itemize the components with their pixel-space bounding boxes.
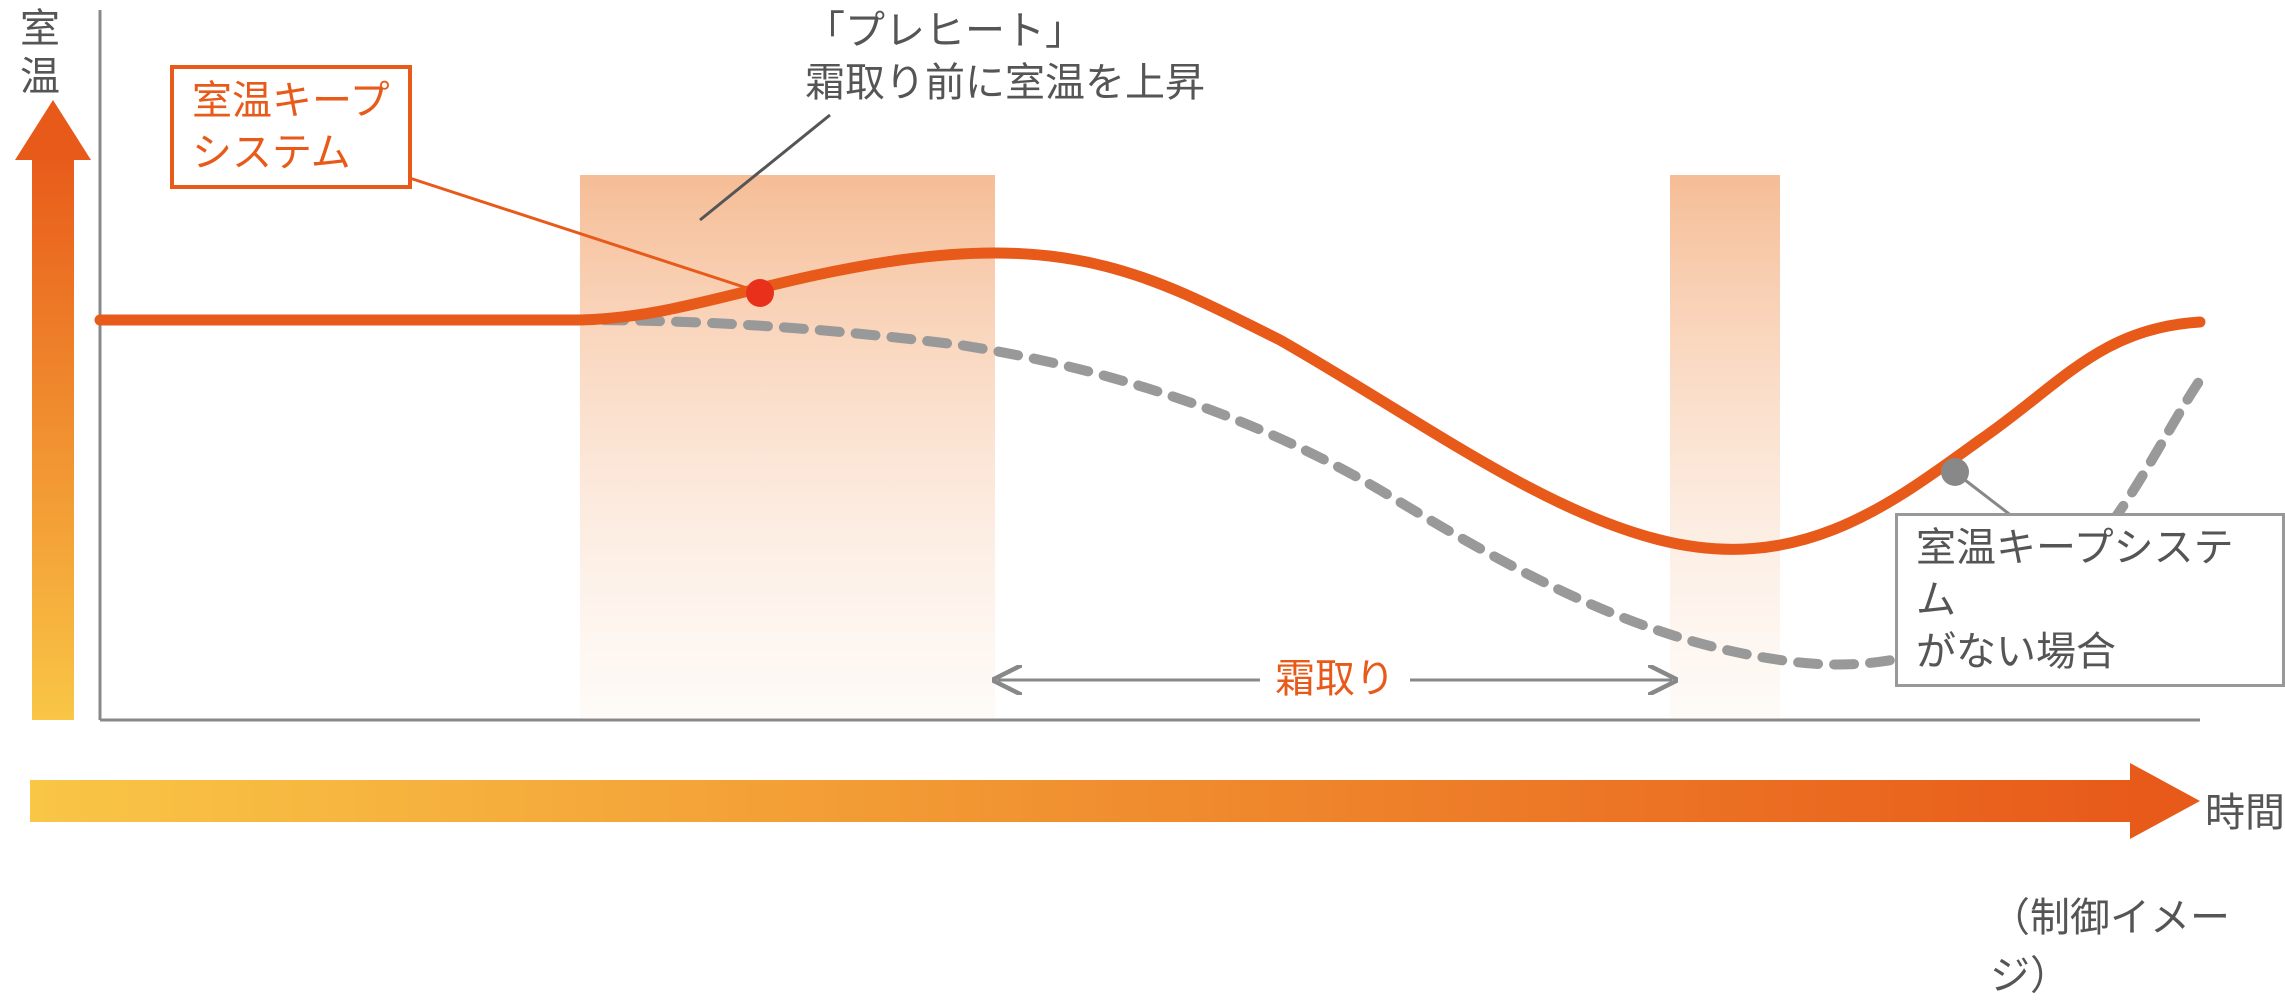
chart-container: 室温 時間 室温キープ システム 「プレヒート」 霜取り前に室温を上昇 霜取り … [0, 0, 2285, 941]
preheat-line1: 「プレヒート」 [805, 5, 1205, 57]
orange-curve [100, 253, 2200, 549]
x-axis-label: 時間 [2205, 780, 2285, 838]
red-dot-icon [746, 279, 774, 307]
x-axis-label-text: 時間 [2205, 791, 2285, 835]
preheat-label: 「プレヒート」 霜取り前に室温を上昇 [805, 5, 1205, 109]
caption: （制御イメージ） [1990, 885, 2285, 1001]
y-axis-label-text: 室温 [20, 7, 60, 99]
y-axis-arrow [15, 100, 91, 720]
gray-dashed-curve [100, 320, 2200, 664]
orange-legend-line2: システム [192, 127, 390, 179]
preheat-line2: 霜取り前に室温を上昇 [805, 57, 1205, 109]
gray-legend-line2: がない場合 [1916, 626, 2264, 678]
gray-legend-box: 室温キープシステム がない場合 [1895, 513, 2285, 687]
orange-legend-line1: 室温キープ [192, 75, 390, 127]
x-axis-arrow [30, 763, 2200, 839]
preheat-zone-2 [1670, 175, 1780, 718]
defrost-label: 霜取り [1275, 653, 1395, 705]
caption-text: （制御イメージ） [1990, 896, 2230, 998]
gray-legend-line1: 室温キープシステム [1916, 522, 2264, 626]
orange-legend-box: 室温キープ システム [170, 65, 412, 189]
gray-dot-icon [1941, 458, 1969, 486]
defrost-label-text: 霜取り [1275, 657, 1395, 701]
y-axis-label: 室温 [20, 5, 68, 101]
